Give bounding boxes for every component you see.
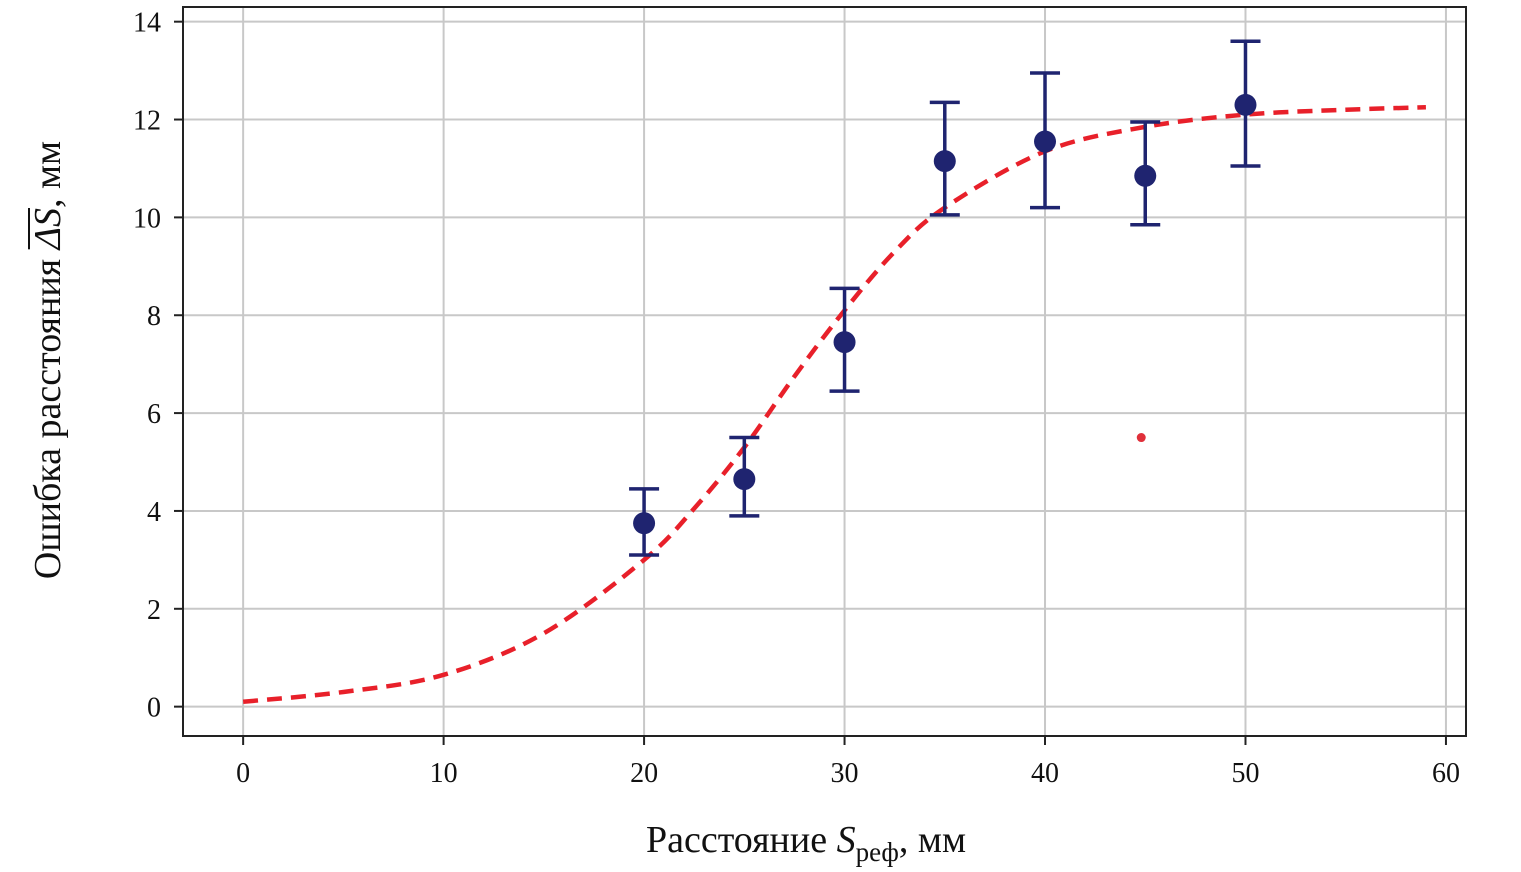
tick-label-x-50: 50 [1231, 758, 1259, 789]
tick-label-y-14: 14 [133, 8, 161, 39]
tick-label-x-60: 60 [1432, 758, 1460, 789]
tick-label-y-12: 12 [133, 106, 161, 137]
tick-label-y-0: 0 [147, 693, 161, 724]
data-point-25 [733, 468, 756, 491]
data-point-40 [1034, 130, 1057, 153]
tick-label-y-6: 6 [147, 399, 161, 430]
data-point-45 [1134, 164, 1157, 187]
axis-ticks: 0 10 20 30 40 50 60 0 2 4 6 8 10 12 14 [133, 8, 1460, 789]
tick-label-x-10: 10 [430, 758, 458, 789]
x-axis-label-suffix: , мм [899, 819, 966, 861]
tick-label-y-4: 4 [147, 497, 161, 528]
x-axis-label-prefix: Расстояние [646, 819, 837, 861]
tick-label-x-0: 0 [236, 758, 250, 789]
fit-curve [242, 105, 1426, 704]
data-points-layer [629, 39, 1261, 557]
tick-label-y-2: 2 [147, 595, 161, 626]
fit-curve-layer [242, 105, 1426, 704]
tick-label-y-8: 8 [147, 301, 161, 332]
data-point-35 [933, 150, 956, 173]
tick-label-x-20: 20 [630, 758, 658, 789]
y-axis-label-symbol: ΔS [27, 208, 69, 251]
tick-label-x-30: 30 [831, 758, 859, 789]
data-point-50 [1234, 93, 1257, 116]
x-axis-label: Расстояние Sреф, мм [646, 819, 966, 867]
stray-point [1136, 433, 1146, 443]
data-point-30 [833, 331, 856, 354]
y-axis-label-suffix: , мм [27, 141, 69, 208]
tick-label-x-40: 40 [1031, 758, 1059, 789]
plot-frame [182, 6, 1467, 737]
y-axis-label-prefix: Ошибка расстояния [27, 249, 69, 579]
x-axis-label-symbol: S [837, 819, 856, 861]
x-axis-label-subscript: реф [856, 837, 899, 867]
tick-label-y-10: 10 [133, 203, 161, 234]
y-axis-label: Ошибка расстояния ΔS, мм [27, 141, 69, 579]
data-point-20 [633, 512, 656, 535]
